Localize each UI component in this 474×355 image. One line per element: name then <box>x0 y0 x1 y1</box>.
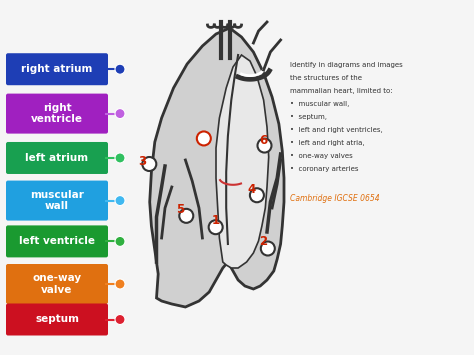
Circle shape <box>257 138 272 153</box>
Circle shape <box>142 157 156 171</box>
Circle shape <box>115 64 125 74</box>
Text: •  left and right ventricles,: • left and right ventricles, <box>290 127 383 133</box>
Circle shape <box>115 236 125 246</box>
Circle shape <box>115 196 125 206</box>
FancyBboxPatch shape <box>6 181 108 220</box>
Text: •  one-way valves: • one-way valves <box>290 153 353 159</box>
Text: 2: 2 <box>259 235 267 248</box>
Circle shape <box>250 188 264 202</box>
Text: the structures of the: the structures of the <box>290 75 362 81</box>
FancyBboxPatch shape <box>6 304 108 335</box>
Text: •  coronary arteries: • coronary arteries <box>290 166 358 172</box>
Circle shape <box>209 220 223 234</box>
FancyBboxPatch shape <box>6 225 108 257</box>
Text: 4: 4 <box>247 184 255 196</box>
Text: Cambridge IGCSE 0654: Cambridge IGCSE 0654 <box>290 194 380 203</box>
Circle shape <box>115 153 125 163</box>
Text: •  muscular wall,: • muscular wall, <box>290 101 349 107</box>
Text: 1: 1 <box>211 214 220 226</box>
FancyBboxPatch shape <box>6 94 108 133</box>
Text: •  left and right atria,: • left and right atria, <box>290 140 365 146</box>
Circle shape <box>179 209 193 223</box>
Circle shape <box>115 109 125 119</box>
Circle shape <box>197 131 211 146</box>
FancyBboxPatch shape <box>6 264 108 304</box>
Text: right
ventricle: right ventricle <box>31 103 83 124</box>
Circle shape <box>115 279 125 289</box>
FancyBboxPatch shape <box>6 53 108 85</box>
FancyBboxPatch shape <box>6 142 108 174</box>
Text: mammalian heart, limited to:: mammalian heart, limited to: <box>290 88 392 94</box>
Text: left ventricle: left ventricle <box>19 236 95 246</box>
Text: 6: 6 <box>259 134 267 147</box>
Text: 3: 3 <box>138 155 146 168</box>
Text: septum: septum <box>35 315 79 324</box>
Text: right atrium: right atrium <box>21 64 93 74</box>
Text: 5: 5 <box>176 203 184 216</box>
Text: Identify in diagrams and images: Identify in diagrams and images <box>290 62 403 68</box>
Polygon shape <box>150 28 284 307</box>
Circle shape <box>115 315 125 324</box>
Circle shape <box>261 241 275 256</box>
Text: •  septum,: • septum, <box>290 114 327 120</box>
Text: left atrium: left atrium <box>26 153 89 163</box>
Text: muscular
wall: muscular wall <box>30 190 84 211</box>
Polygon shape <box>216 55 269 268</box>
Text: one-way
valve: one-way valve <box>32 273 82 295</box>
